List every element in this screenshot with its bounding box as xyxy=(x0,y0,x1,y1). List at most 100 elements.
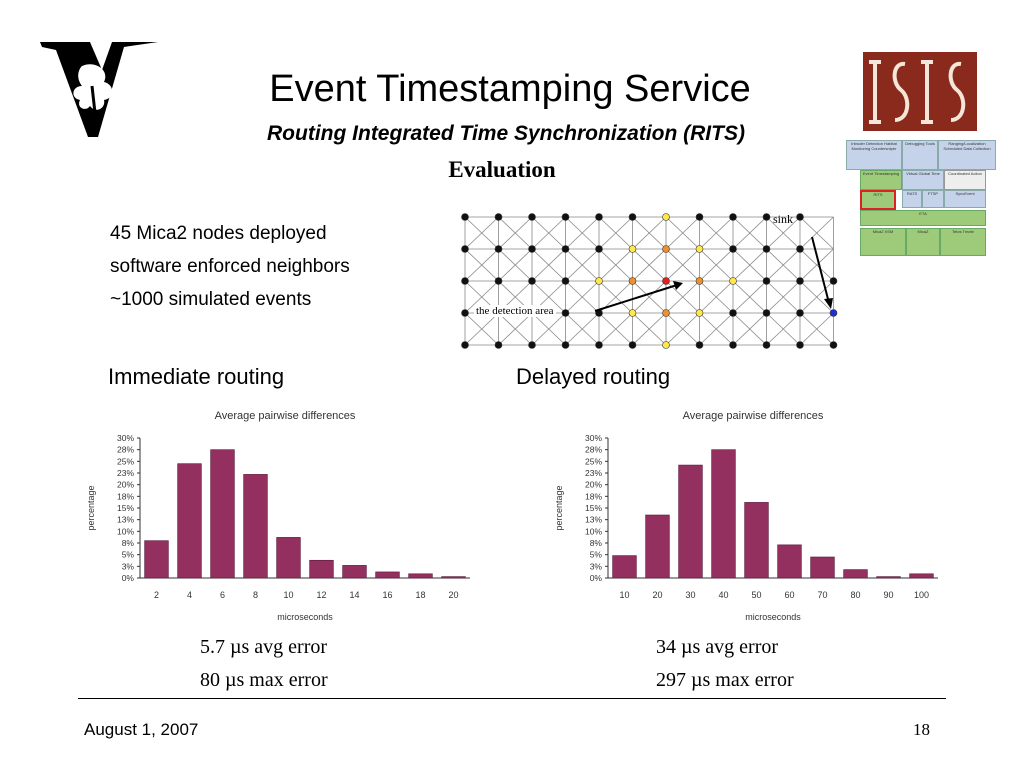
sensor-node xyxy=(494,277,503,285)
stack-micaz-block: MicaZ xyxy=(906,228,940,256)
y-tick-label: 3% xyxy=(590,561,603,571)
y-tick-label: 8% xyxy=(122,538,135,548)
grid-link xyxy=(665,312,700,346)
y-tick-label: 10% xyxy=(117,526,134,536)
delayed-routing-label: Delayed routing xyxy=(516,364,671,389)
grid-link xyxy=(699,312,734,346)
chart-title: Average pairwise differences xyxy=(215,410,356,422)
x-tick-label: 80 xyxy=(850,590,860,600)
detection-area-label: the detection area xyxy=(474,305,556,317)
sensor-node xyxy=(729,245,737,253)
stack-event-block: Event Timestamping xyxy=(860,170,902,190)
sensor-node xyxy=(628,213,637,221)
bar xyxy=(243,474,268,579)
bar xyxy=(810,556,835,579)
sensor-node xyxy=(561,341,570,349)
sensor-node xyxy=(628,277,637,285)
bar xyxy=(342,565,367,579)
y-tick-label: 18% xyxy=(585,491,602,501)
stack-app-block: Intruder Detection Habitat Monitoring Co… xyxy=(846,140,902,170)
y-tick-label: 8% xyxy=(590,538,603,548)
y-tick-label: 13% xyxy=(585,515,602,525)
delayed-avg-error: 34 µs avg error xyxy=(656,636,779,658)
grid-link xyxy=(732,280,767,314)
x-tick-label: 100 xyxy=(914,590,929,600)
sensor-node xyxy=(796,309,804,317)
sensor-node xyxy=(528,341,536,349)
bar xyxy=(909,573,934,579)
grid-link xyxy=(598,312,633,346)
grid-link xyxy=(732,312,767,346)
grid-link xyxy=(799,280,834,314)
x-tick-label: 8 xyxy=(253,590,258,600)
sensor-node xyxy=(461,341,469,349)
grid-link xyxy=(598,216,633,250)
bar xyxy=(441,576,466,579)
grid-link xyxy=(565,216,600,250)
sensor-node xyxy=(662,309,670,317)
x-tick-label: 2 xyxy=(154,590,159,600)
y-axis-label: percentage xyxy=(554,485,564,530)
detection-arrow xyxy=(594,284,678,312)
sensor-node xyxy=(461,213,469,221)
grid-link xyxy=(565,312,600,346)
page-number: 18 xyxy=(913,720,930,739)
y-axis-label: percentage xyxy=(86,485,96,530)
grid-link xyxy=(766,280,801,314)
bullet-item: software enforced neighbors xyxy=(110,256,350,277)
x-tick-label: 14 xyxy=(349,590,359,600)
sensor-node xyxy=(762,213,771,221)
grid-link xyxy=(699,216,734,250)
footer-divider xyxy=(78,698,946,699)
sensor-node xyxy=(796,277,804,285)
sensor-node xyxy=(729,213,737,221)
bar xyxy=(711,449,736,579)
grid-links xyxy=(464,216,834,346)
y-tick-label: 20% xyxy=(117,480,134,490)
sensor-node xyxy=(461,277,469,285)
grid-link xyxy=(498,216,533,250)
y-tick-label: 15% xyxy=(585,503,602,513)
sensor-node xyxy=(595,341,603,349)
footer-date: August 1, 2007 xyxy=(84,720,199,739)
sensor-node xyxy=(662,245,670,253)
sensor-node xyxy=(695,213,704,221)
bar xyxy=(777,544,802,579)
sensor-node xyxy=(494,341,503,349)
sensor-node xyxy=(695,277,704,285)
y-tick-label: 28% xyxy=(117,445,134,455)
sensor-node xyxy=(796,341,804,349)
y-tick-label: 0% xyxy=(590,573,603,583)
stack-coord-block: Coordinated Action xyxy=(944,170,986,190)
x-tick-label: 20 xyxy=(652,590,662,600)
sensor-node xyxy=(494,245,503,253)
section-heading: Evaluation xyxy=(448,157,556,182)
grid-link xyxy=(665,216,700,250)
grid-link xyxy=(732,248,767,282)
bar xyxy=(843,569,868,579)
x-tick-label: 60 xyxy=(784,590,794,600)
bar xyxy=(144,540,169,579)
sensor-node xyxy=(561,213,570,221)
grid-link xyxy=(464,312,499,346)
sensor-node xyxy=(796,213,804,221)
sensor-node xyxy=(662,277,670,285)
stack-rits-block: RITS xyxy=(860,190,896,210)
y-tick-label: 30% xyxy=(585,433,602,443)
grid-link xyxy=(464,248,499,282)
sensor-node xyxy=(595,277,603,285)
x-tick-label: 10 xyxy=(283,590,293,600)
x-tick-label: 18 xyxy=(415,590,425,600)
sensor-node xyxy=(494,213,503,221)
sensor-node xyxy=(695,309,704,317)
sensor-node xyxy=(561,245,570,253)
sensor-node xyxy=(561,277,570,285)
x-tick-label: 40 xyxy=(718,590,728,600)
grid-link xyxy=(766,216,801,250)
sensor-node xyxy=(628,341,637,349)
y-tick-label: 30% xyxy=(117,433,134,443)
grid-link xyxy=(766,248,801,282)
bar xyxy=(645,514,670,579)
sensor-node xyxy=(796,245,804,253)
stack-mica2-block: Mica2 XSM xyxy=(860,228,906,256)
